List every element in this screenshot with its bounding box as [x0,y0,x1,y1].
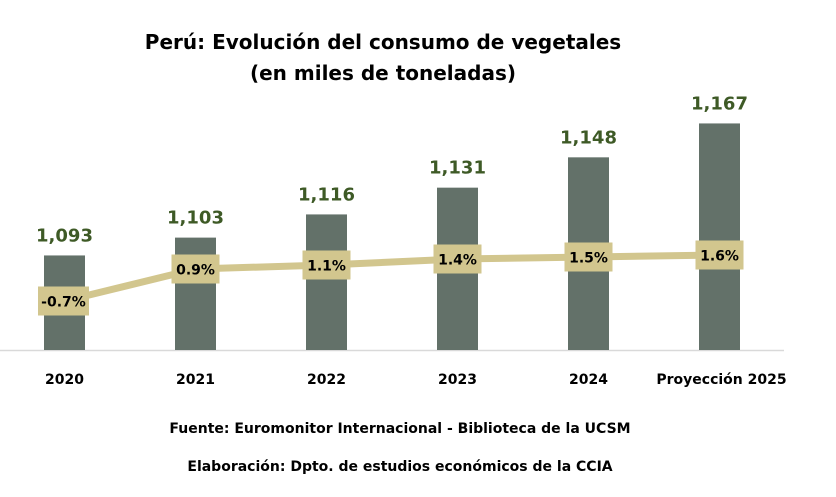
category-label: 2022 [307,372,346,388]
category-label: 2021 [176,372,215,388]
bar-value-label: 1,093 [36,225,93,246]
line-value-labels: -0.7% 0.9% 1.1% 1.4% 1.5% 1.6% [38,240,744,316]
bar-value-labels: 1,093 1,103 1,116 1,131 1,148 1,167 [36,93,748,246]
line-label-box [695,240,744,270]
line-label-box [171,254,220,284]
source-note: Fuente: Euromonitor Internacional - Bibl… [169,421,631,437]
growth-line [63,251,720,305]
bar-2022 [306,214,347,350]
bar-value-label: 1,148 [560,127,617,148]
category-labels: 2020 2021 2022 2023 2024 Proyección 2025 [45,372,787,388]
chart-title-main: Perú: Evolución del consumo de vegetales [144,30,622,54]
line-value-label: 1.6% [700,249,739,265]
bar-series [44,123,740,350]
bar-value-label: 1,103 [167,208,224,229]
category-label: Proyección 2025 [656,372,786,388]
bar-value-label: 1,131 [429,158,486,179]
line-label-box [564,242,613,272]
line-value-label: 1.1% [307,259,346,275]
line-value-label: 1.4% [438,253,477,269]
bar-2021 [175,237,216,350]
category-label: 2023 [438,372,477,388]
bar-value-label: 1,167 [691,93,748,114]
line-label-box [433,244,482,274]
line-value-label: -0.7% [41,295,86,311]
line-label-box [38,286,89,316]
category-label: 2020 [45,372,84,388]
line-label-box [302,250,351,280]
chart-subtitle: (en miles de toneladas) [249,61,517,85]
line-value-label: 1.5% [569,251,608,267]
category-label: 2024 [569,372,608,388]
chart-title: Perú: Evolución del consumo de vegetales… [0,27,766,89]
line-value-label: 0.9% [176,263,215,279]
credit-note: Elaboración: Dpto. de estudios económico… [187,459,613,475]
bar-proyección-2025 [699,123,740,350]
line-series [63,251,720,305]
bar-value-label: 1,116 [298,184,355,205]
